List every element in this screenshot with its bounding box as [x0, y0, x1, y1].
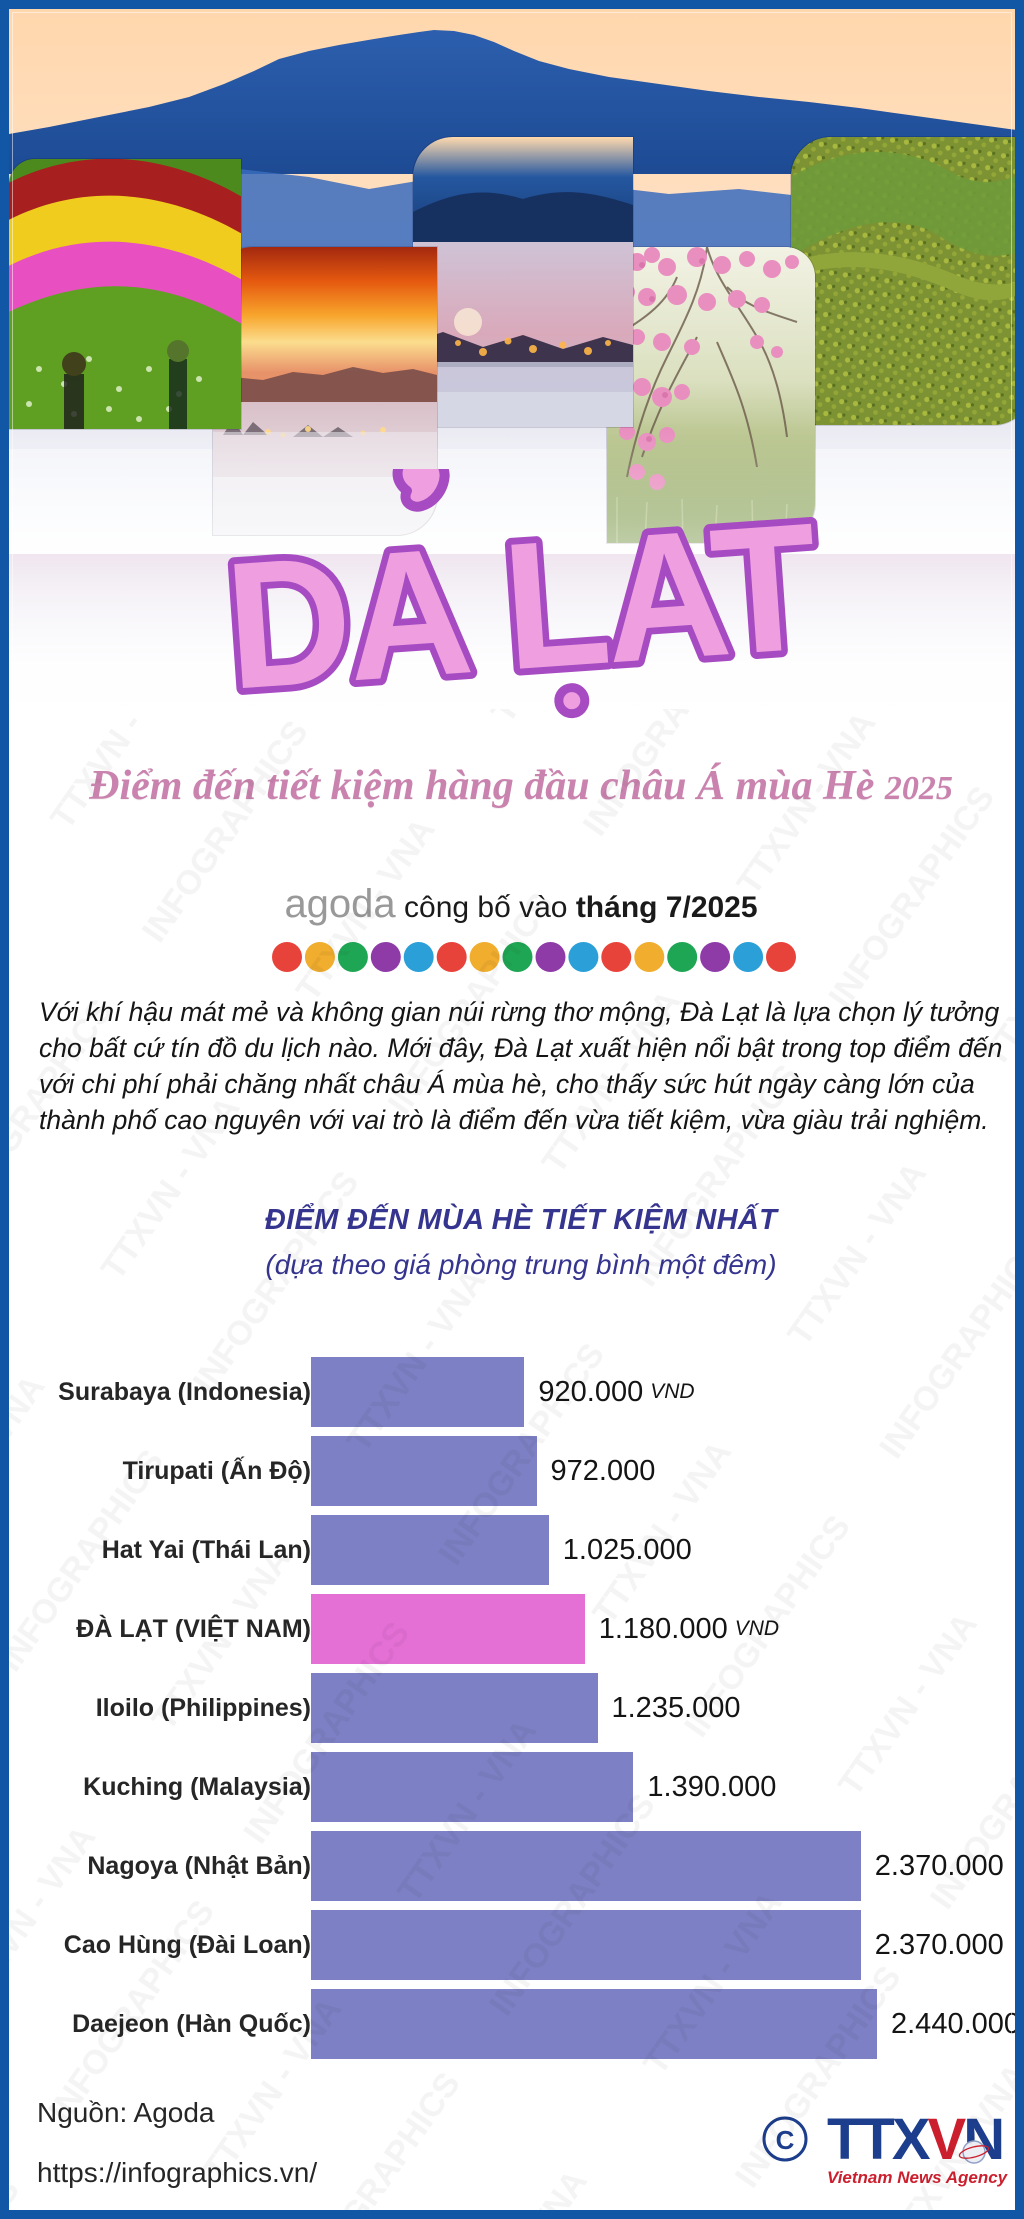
svg-text:Vietnam News Agency: Vietnam News Agency	[827, 2168, 1009, 2187]
svg-text:C: C	[776, 2125, 795, 2155]
